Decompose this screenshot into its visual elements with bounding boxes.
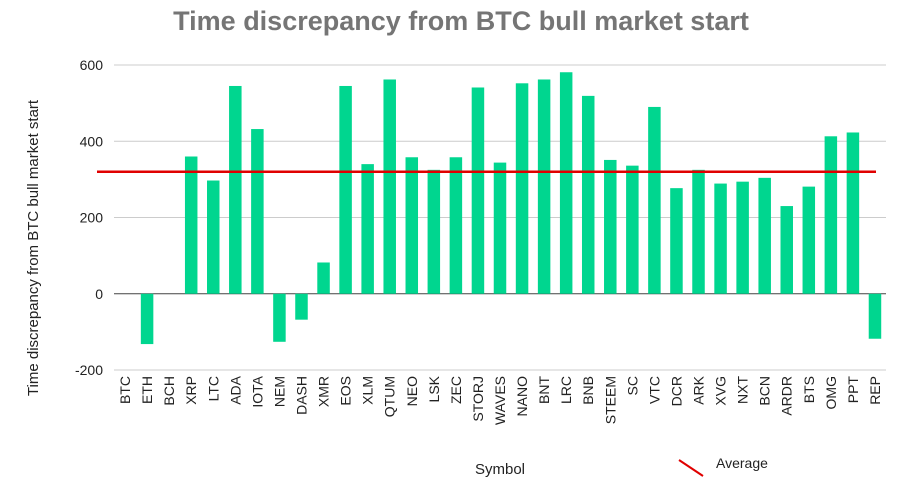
legend-swatch-average [678, 459, 704, 477]
bar-xrp [184, 156, 198, 294]
y-tick-labels: -200 0 200 400 600 [75, 57, 103, 378]
x-tick-label: OMG [823, 376, 839, 409]
x-tick-label: ARK [691, 375, 707, 404]
bar-ada [229, 85, 242, 294]
x-tick-label: NANO [514, 376, 530, 417]
y-tick-label: 600 [80, 57, 104, 73]
x-tick-label: LRC [558, 376, 574, 404]
bar-xvg [714, 183, 727, 294]
bar-omg [824, 136, 838, 294]
x-tick-label: XRP [183, 376, 199, 405]
bar-bcn [758, 177, 771, 294]
bar-series [140, 72, 882, 345]
bar-bts [802, 186, 816, 294]
bar-qtum [383, 79, 396, 294]
y-tick-label: -200 [75, 362, 103, 378]
bar-iota [251, 129, 264, 294]
bar-steem [604, 159, 617, 294]
x-tick-label: QTUM [382, 376, 398, 417]
bar-xlm [361, 164, 374, 294]
legend-label-average: Average [716, 455, 768, 471]
y-tick-label: 400 [80, 133, 104, 149]
x-tick-label: REP [867, 376, 883, 405]
x-tick-label: ETH [139, 376, 155, 404]
bar-xmr [317, 262, 330, 294]
bar-ardr [780, 206, 793, 294]
chart-title: Time discrepancy from BTC bull market st… [173, 6, 749, 36]
x-tick-label: ZEC [448, 376, 464, 404]
x-tick-label: XMR [316, 376, 332, 407]
bar-ltc [207, 180, 220, 294]
x-tick-label: LTC [205, 376, 221, 401]
x-tick-label: XVG [713, 376, 729, 406]
x-tick-label: STEEM [602, 376, 618, 424]
x-tick-label: NEO [404, 376, 420, 406]
x-tick-label: BTC [117, 376, 133, 404]
x-tick-label: BCN [757, 376, 773, 406]
x-tick-label: ADA [227, 375, 243, 404]
legend: Average [678, 455, 768, 477]
x-tick-label: VTC [646, 376, 662, 404]
bar-nxt [736, 181, 749, 294]
y-tick-label: 0 [95, 286, 103, 302]
x-tick-label: IOTA [249, 375, 265, 407]
x-tick-label: DCR [668, 376, 684, 406]
x-tick-label: DASH [293, 376, 309, 415]
bar-waves [493, 162, 507, 294]
x-tick-label: BTS [801, 376, 817, 403]
x-tick-label: NEM [271, 376, 287, 407]
x-tick-label: STORJ [470, 376, 486, 422]
x-tick-label: BNB [580, 376, 596, 405]
bar-zec [449, 157, 463, 294]
bar-nem [273, 293, 286, 342]
bar-sc [626, 165, 639, 294]
x-tick-label: PPT [845, 376, 861, 404]
y-tick-label: 200 [80, 210, 104, 226]
bar-ppt [846, 132, 860, 294]
bar-storj [471, 87, 485, 294]
bar-dash [295, 293, 308, 320]
x-tick-label: WAVES [492, 376, 508, 425]
x-tick-label: XLM [360, 376, 376, 405]
x-tick-label: SC [624, 376, 640, 395]
bar-vtc [648, 106, 661, 294]
x-tick-label: BCH [161, 376, 177, 406]
x-tick-label: NXT [735, 376, 751, 404]
bar-bnb [581, 95, 595, 294]
x-tick-label: BNT [536, 376, 552, 404]
bar-lsk [427, 169, 441, 294]
bar-rep [868, 293, 882, 339]
bar-lrc [559, 72, 573, 294]
x-tick-label: ARDR [779, 376, 795, 416]
x-tick-label: EOS [338, 376, 354, 406]
x-tick-labels: BTC ETH BCH XRP LTC ADA IOTA NEM DASH XMR EOS XLM QT… [117, 375, 883, 425]
x-tick-label: LSK [426, 375, 442, 402]
x-axis-label: Symbol [475, 461, 525, 478]
bar-ark [692, 169, 705, 294]
bar-eos [339, 85, 352, 294]
bar-bnt [537, 79, 551, 294]
y-axis-label: Time discrepancy from BTC bull market st… [25, 99, 42, 396]
bar-nano [515, 83, 529, 294]
bar-dcr [670, 188, 683, 294]
bar-neo [405, 157, 419, 294]
bar-eth [140, 293, 154, 345]
